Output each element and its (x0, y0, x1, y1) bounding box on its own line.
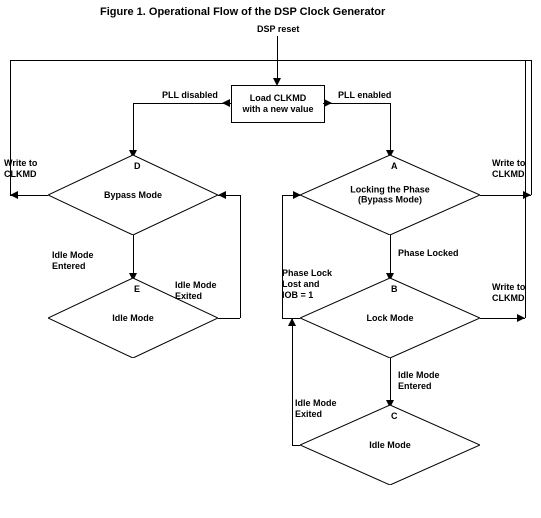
edge-load-right (323, 103, 390, 104)
diamond-B-letter: B (391, 284, 398, 294)
edge-C-left (292, 445, 300, 446)
edge-A-to-B (390, 235, 391, 278)
edge-bus-to-load (277, 60, 278, 80)
diamond-E-text: Idle Mode (48, 313, 218, 323)
phase-lost-label: Phase Lock Lost and IOB = 1 (282, 268, 332, 300)
edge-to-A (390, 103, 391, 155)
idle-exited-E-label: Idle Mode Exited (175, 280, 217, 302)
idle-exited-C-label: Idle Mode Exited (295, 398, 337, 420)
edge-E-up (240, 195, 241, 318)
figure-title: Figure 1. Operational Flow of the DSP Cl… (100, 6, 385, 18)
arrow-load-right (324, 99, 332, 107)
load-clkmd-text: Load CLKMD with a new value (242, 93, 313, 115)
diamond-E-letter: E (134, 284, 140, 294)
load-clkmd-box: Load CLKMD with a new value (231, 85, 325, 123)
diamond-D: D Bypass Mode (48, 155, 218, 235)
arrow-B-right (517, 314, 525, 322)
diamond-C-text: Idle Mode (300, 440, 480, 450)
write-clkmd-B-label: Write to CLKMD (492, 282, 525, 304)
arrow-B-into-A (293, 191, 301, 199)
arrow-E-into-D (218, 191, 226, 199)
edge-A-right-up (531, 60, 532, 195)
dsp-reset-label: DSP reset (257, 24, 299, 35)
edge-B-right-up (525, 60, 526, 318)
diamond-A: A Locking the Phase (Bypass Mode) (300, 155, 480, 235)
edge-B-to-C (390, 358, 391, 405)
edge-E-right (218, 318, 240, 319)
write-clkmd-A-label: Write to CLKMD (492, 158, 525, 180)
diamond-A-text: Locking the Phase (Bypass Mode) (300, 185, 480, 206)
diamond-D-text: Bypass Mode (48, 190, 218, 200)
diamond-B-text: Lock Mode (300, 313, 480, 323)
edge-top-bus (10, 60, 531, 61)
edge-C-left-up (292, 318, 293, 445)
flowchart-canvas: Figure 1. Operational Flow of the DSP Cl… (0, 0, 541, 518)
idle-entered-B-label: Idle Mode Entered (398, 370, 440, 392)
arrow-D-left (10, 191, 18, 199)
idle-entered-D-label: Idle Mode Entered (52, 250, 94, 272)
edge-D-left-up (10, 60, 11, 195)
write-clkmd-D-label: Write to CLKMD (4, 158, 37, 180)
edge-reset-down (277, 36, 278, 60)
edge-load-left (133, 103, 231, 104)
edge-D-to-E (133, 235, 134, 278)
diamond-D-letter: D (134, 161, 141, 171)
pll-enabled-label: PLL enabled (338, 90, 391, 101)
edge-to-D (133, 103, 134, 155)
diamond-C-letter: C (391, 411, 398, 421)
arrow-load-left (222, 99, 230, 107)
arrow-C-into-B (288, 318, 296, 326)
phase-locked-label: Phase Locked (398, 248, 459, 259)
diamond-A-letter: A (391, 161, 398, 171)
pll-disabled-label: PLL disabled (162, 90, 218, 101)
